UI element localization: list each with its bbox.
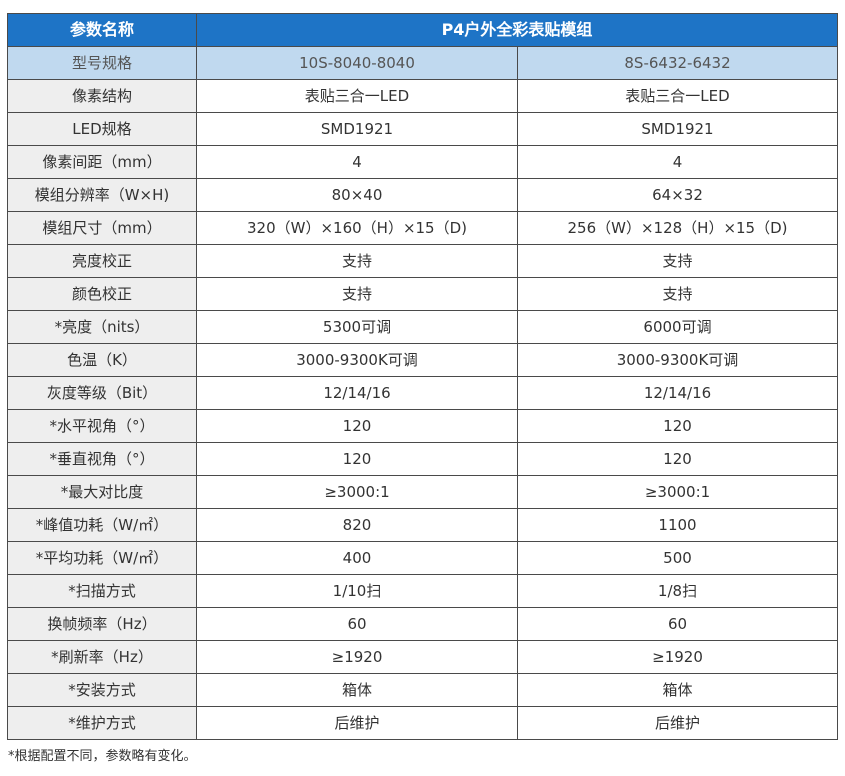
spec-table: 参数名称 P4户外全彩表贴模组 型号规格 10S-8040-8040 8S-6432… [7,13,838,740]
param-cell: 亮度校正 [7,244,197,278]
value-cell-a: 120 [196,409,518,443]
param-cell: *垂直视角（°） [7,442,197,476]
table-row: *刷新率（Hz） ≥1920 ≥1920 [7,640,838,674]
value-cell-a: 60 [196,607,518,641]
table-row: 像素间距（mm） 4 4 [7,145,838,179]
table-row: *垂直视角（°） 120 120 [7,442,838,476]
table-row: *峰值功耗（W/㎡） 820 1100 [7,508,838,542]
value-cell-a: 10S-8040-8040 [196,46,518,80]
table-body: 型号规格 10S-8040-8040 8S-6432-6432 像素结构 表贴三合一LE… [7,46,838,740]
table-row: *维护方式 后维护 后维护 [7,706,838,740]
value-cell-b: 64×32 [517,178,838,212]
value-cell-b: 12/14/16 [517,376,838,410]
value-cell-a: 表贴三合一LED [196,79,518,113]
value-cell-a: SMD1921 [196,112,518,146]
table-row: *水平视角（°） 120 120 [7,409,838,443]
param-cell: LED规格 [7,112,197,146]
table-row: 色温（K） 3000-9300K可调 3000-9300K可调 [7,343,838,377]
param-cell: *扫描方式 [7,574,197,608]
param-cell: 换帧频率（Hz） [7,607,197,641]
param-cell: *峰值功耗（W/㎡） [7,508,197,542]
param-cell: *平均功耗（W/㎡） [7,541,197,575]
value-cell-a: 支持 [196,277,518,311]
table-row: LED规格 SMD1921 SMD1921 [7,112,838,146]
value-cell-b: 120 [517,442,838,476]
param-cell: *水平视角（°） [7,409,197,443]
param-cell: 颜色校正 [7,277,197,311]
value-cell-a: 400 [196,541,518,575]
param-cell: *安装方式 [7,673,197,707]
table-row: 像素结构 表贴三合一LED 表贴三合一LED [7,79,838,113]
value-cell-b: 1100 [517,508,838,542]
value-cell-b: 箱体 [517,673,838,707]
value-cell-b: ≥1920 [517,640,838,674]
value-cell-b: 支持 [517,244,838,278]
table-row: 模组尺寸（mm） 320（W）×160（H）×15（D) 256（W）×128（H）… [7,211,838,245]
param-cell: 模组尺寸（mm） [7,211,197,245]
value-cell-b: 表贴三合一LED [517,79,838,113]
value-cell-a: 支持 [196,244,518,278]
table-row: 型号规格 10S-8040-8040 8S-6432-6432 [7,46,838,80]
table-row: 换帧频率（Hz） 60 60 [7,607,838,641]
value-cell-b: 3000-9300K可调 [517,343,838,377]
value-cell-b: 8S-6432-6432 [517,46,838,80]
param-name-header: 参数名称 [7,13,197,47]
value-cell-a: ≥3000:1 [196,475,518,509]
table-row: *最大对比度 ≥3000:1 ≥3000:1 [7,475,838,509]
value-cell-a: 120 [196,442,518,476]
value-cell-b: 500 [517,541,838,575]
value-cell-a: 后维护 [196,706,518,740]
param-cell: 像素间距（mm） [7,145,197,179]
param-cell: 型号规格 [7,46,197,80]
param-cell: 像素结构 [7,79,197,113]
value-cell-a: ≥1920 [196,640,518,674]
param-cell: *亮度（nits） [7,310,197,344]
table-row: 模组分辨率（W×H) 80×40 64×32 [7,178,838,212]
table-row: 颜色校正 支持 支持 [7,277,838,311]
value-cell-a: 80×40 [196,178,518,212]
table-row: *扫描方式 1/10扫 1/8扫 [7,574,838,608]
value-cell-b: SMD1921 [517,112,838,146]
value-cell-b: 后维护 [517,706,838,740]
value-cell-b: 60 [517,607,838,641]
product-title-header: P4户外全彩表贴模组 [196,13,838,47]
value-cell-b: ≥3000:1 [517,475,838,509]
value-cell-b: 1/8扫 [517,574,838,608]
value-cell-a: 4 [196,145,518,179]
value-cell-b: 120 [517,409,838,443]
param-cell: 模组分辨率（W×H) [7,178,197,212]
table-row: 亮度校正 支持 支持 [7,244,838,278]
value-cell-b: 6000可调 [517,310,838,344]
table-row: *安装方式 箱体 箱体 [7,673,838,707]
value-cell-a: 箱体 [196,673,518,707]
param-cell: 色温（K） [7,343,197,377]
value-cell-a: 820 [196,508,518,542]
table-row: *平均功耗（W/㎡） 400 500 [7,541,838,575]
param-cell: 灰度等级（Bit） [7,376,197,410]
value-cell-b: 支持 [517,277,838,311]
table-row: *亮度（nits） 5300可调 6000可调 [7,310,838,344]
value-cell-a: 1/10扫 [196,574,518,608]
value-cell-a: 3000-9300K可调 [196,343,518,377]
value-cell-b: 4 [517,145,838,179]
table-header-row: 参数名称 P4户外全彩表贴模组 [7,13,838,47]
param-cell: *刷新率（Hz） [7,640,197,674]
table-row: 灰度等级（Bit） 12/14/16 12/14/16 [7,376,838,410]
value-cell-a: 320（W）×160（H）×15（D) [196,211,518,245]
value-cell-a: 5300可调 [196,310,518,344]
value-cell-a: 12/14/16 [196,376,518,410]
footnote: *根据配置不同，参数略有变化。 [8,749,197,764]
param-cell: *最大对比度 [7,475,197,509]
param-cell: *维护方式 [7,706,197,740]
value-cell-b: 256（W）×128（H）×15（D) [517,211,838,245]
